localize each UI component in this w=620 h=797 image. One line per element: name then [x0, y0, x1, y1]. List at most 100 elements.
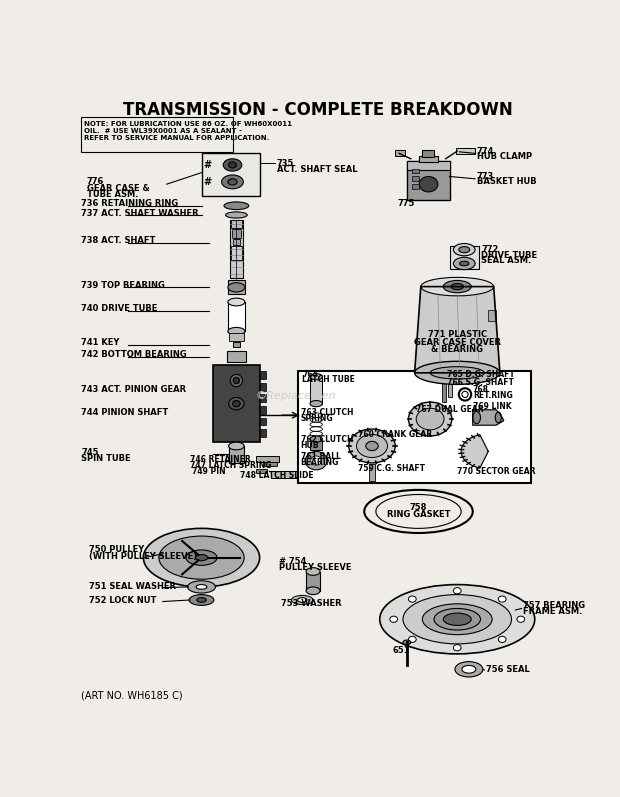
Ellipse shape [187, 581, 216, 593]
Bar [232, 229, 241, 238]
Bar [231, 245, 242, 260]
Bar [232, 342, 241, 347]
Ellipse shape [228, 283, 245, 292]
Text: & BEARING: & BEARING [432, 345, 483, 354]
Ellipse shape [416, 408, 444, 430]
Ellipse shape [443, 281, 471, 292]
Ellipse shape [430, 367, 484, 379]
Ellipse shape [453, 257, 475, 269]
Bar [422, 150, 434, 157]
Ellipse shape [310, 374, 322, 379]
Text: 757 BEARING: 757 BEARING [523, 601, 585, 610]
Bar [272, 471, 298, 477]
Ellipse shape [291, 595, 313, 605]
Ellipse shape [306, 587, 320, 595]
Text: 758: 758 [410, 503, 427, 512]
Text: 744 PINION SHAFT: 744 PINION SHAFT [81, 408, 169, 418]
Ellipse shape [232, 401, 241, 406]
Ellipse shape [517, 616, 525, 622]
Ellipse shape [224, 202, 249, 210]
Text: 743 ACT. PINION GEAR: 743 ACT. PINION GEAR [81, 385, 187, 395]
Ellipse shape [419, 176, 438, 192]
Text: 745: 745 [81, 448, 99, 457]
Text: LATCH TUBE: LATCH TUBE [303, 375, 355, 384]
Bar [229, 446, 244, 463]
Bar [310, 439, 322, 450]
Bar [489, 310, 496, 321]
Bar [407, 161, 450, 199]
Text: 761 BALL: 761 BALL [301, 452, 340, 461]
Text: 774: 774 [477, 147, 494, 155]
Ellipse shape [197, 598, 206, 603]
Polygon shape [461, 434, 489, 468]
Bar [229, 333, 244, 340]
Text: 770 SECTOR GEAR: 770 SECTOR GEAR [458, 467, 536, 476]
Text: 771 PLASTIC: 771 PLASTIC [428, 330, 487, 339]
Bar [260, 429, 266, 437]
Text: RING GASKET: RING GASKET [387, 510, 450, 519]
Ellipse shape [196, 584, 207, 589]
Text: 751 SEAL WASHER: 751 SEAL WASHER [89, 583, 176, 591]
Bar [260, 406, 266, 414]
Ellipse shape [495, 412, 502, 423]
Text: 766 S.G. SHAFT: 766 S.G. SHAFT [447, 378, 514, 387]
Ellipse shape [453, 587, 461, 594]
Text: 750 PULLEY: 750 PULLEY [89, 545, 144, 555]
Ellipse shape [356, 434, 388, 457]
Text: 651: 651 [393, 646, 410, 654]
Bar [232, 239, 241, 245]
Ellipse shape [306, 451, 327, 470]
Bar [260, 395, 266, 402]
Text: 747 LATCH SPRING: 747 LATCH SPRING [190, 461, 272, 469]
Ellipse shape [223, 159, 242, 171]
Text: BASKET HUB: BASKET HUB [477, 178, 536, 186]
Text: RET.RING: RET.RING [472, 391, 513, 399]
Ellipse shape [229, 162, 236, 168]
Bar [412, 169, 418, 174]
Text: 753 WASHER: 753 WASHER [280, 599, 341, 608]
Text: #: # [203, 177, 212, 186]
Text: BEARING: BEARING [301, 457, 339, 467]
Text: NOTE: FOR LUBRICATION USE 86 OZ. OF WH60X0011
OIL.  # USE WL39X0001 AS A SEALANT: NOTE: FOR LUBRICATION USE 86 OZ. OF WH60… [84, 121, 291, 141]
Ellipse shape [434, 608, 481, 630]
Text: 736 RETAINING RING: 736 RETAINING RING [81, 199, 179, 208]
Polygon shape [415, 287, 500, 373]
Bar [396, 150, 404, 155]
Text: DRIVE TUBE: DRIVE TUBE [481, 250, 538, 260]
Bar [298, 371, 531, 483]
Text: 776: 776 [87, 178, 104, 186]
Ellipse shape [229, 442, 244, 450]
Text: 763 CLUTCH: 763 CLUTCH [301, 408, 353, 418]
Text: FRAME ASM.: FRAME ASM. [523, 607, 583, 616]
Bar [255, 456, 279, 462]
Text: ACT. SHAFT SEAL: ACT. SHAFT SEAL [277, 165, 357, 174]
Text: SPRING: SPRING [301, 414, 334, 422]
Ellipse shape [226, 212, 247, 218]
Ellipse shape [455, 662, 483, 677]
Text: 768: 768 [472, 385, 489, 395]
Ellipse shape [390, 616, 397, 622]
Ellipse shape [422, 604, 492, 634]
Text: (WITH PULLEY SLEEVE): (WITH PULLEY SLEEVE) [89, 552, 197, 560]
Bar [306, 571, 320, 591]
Bar [412, 184, 418, 189]
Text: (ART NO. WH6185 C): (ART NO. WH6185 C) [81, 690, 183, 700]
Text: 746 RETAINER: 746 RETAINER [190, 454, 250, 464]
Text: TRANSMISSION - COMPLETE BREAKDOWN: TRANSMISSION - COMPLETE BREAKDOWN [123, 100, 513, 119]
Polygon shape [472, 410, 503, 426]
Ellipse shape [409, 402, 452, 436]
Ellipse shape [228, 179, 237, 185]
Ellipse shape [459, 246, 470, 253]
Bar [369, 464, 375, 481]
Ellipse shape [310, 401, 322, 406]
Text: GEAR CASE &: GEAR CASE & [87, 183, 149, 193]
Bar [310, 377, 322, 403]
Bar [260, 383, 266, 391]
Text: HUB: HUB [301, 441, 319, 450]
Ellipse shape [462, 665, 476, 673]
Text: #: # [203, 160, 212, 170]
Ellipse shape [298, 598, 307, 603]
Ellipse shape [143, 528, 260, 587]
Text: 737 ACT. SHAFT WASHER: 737 ACT. SHAFT WASHER [81, 209, 199, 218]
Bar [441, 375, 446, 402]
